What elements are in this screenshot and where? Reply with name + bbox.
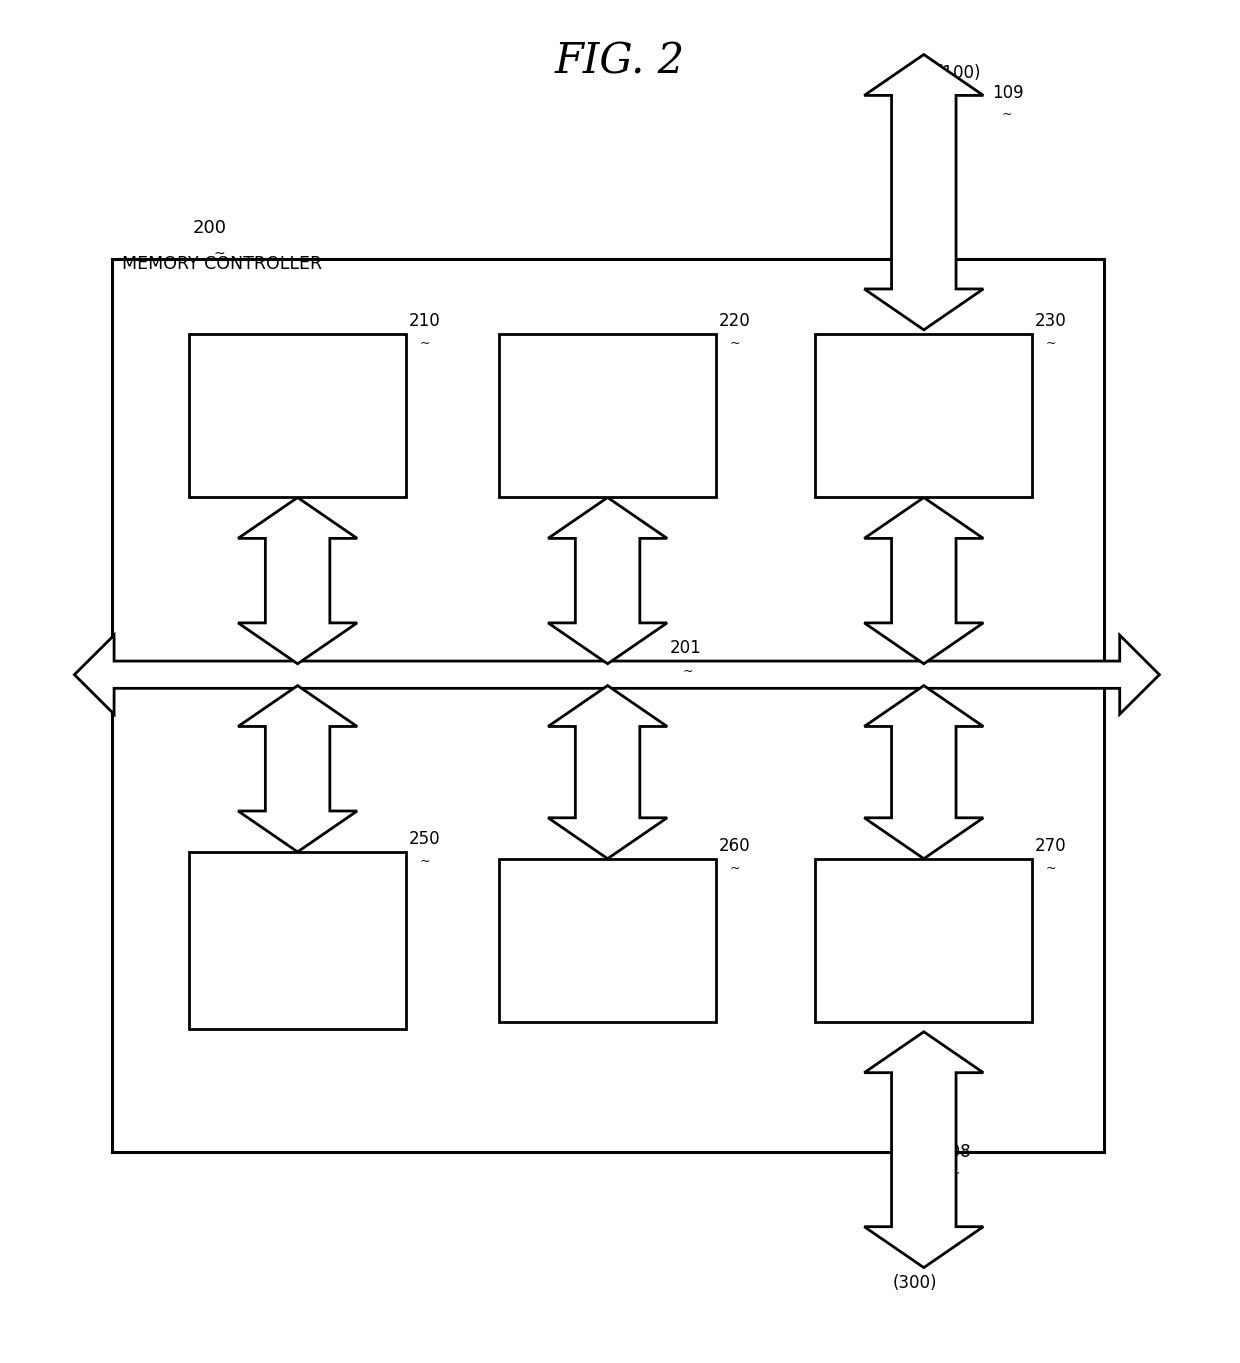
Text: ~: ~	[729, 861, 740, 875]
Polygon shape	[864, 686, 983, 859]
Text: 260: 260	[719, 837, 750, 855]
Text: 208: 208	[940, 1144, 972, 1161]
Polygon shape	[238, 686, 357, 852]
Text: MEMORY CONTROLLER: MEMORY CONTROLLER	[122, 255, 321, 273]
Text: (300): (300)	[893, 1274, 937, 1292]
Text: ~: ~	[419, 337, 430, 350]
Text: ~: ~	[213, 247, 226, 260]
Text: 230: 230	[1034, 312, 1066, 330]
Text: ~: ~	[1002, 108, 1012, 121]
Text: RAM: RAM	[589, 406, 626, 425]
Text: 220: 220	[719, 312, 750, 330]
Text: 200: 200	[192, 219, 226, 237]
Text: 109: 109	[992, 85, 1024, 102]
Text: ~: ~	[729, 337, 740, 350]
Text: ~: ~	[1045, 337, 1056, 350]
Text: HOST
INTERFACE: HOST INTERFACE	[877, 397, 971, 435]
Text: 210: 210	[409, 312, 440, 330]
Polygon shape	[864, 1032, 983, 1268]
Text: ~: ~	[1045, 861, 1056, 875]
Text: 250: 250	[409, 830, 440, 848]
Bar	[816, 859, 1032, 1022]
Bar	[188, 334, 407, 497]
Polygon shape	[864, 497, 983, 664]
Polygon shape	[548, 686, 667, 859]
Polygon shape	[548, 497, 667, 664]
Text: (100): (100)	[936, 64, 981, 82]
Text: FIG. 2: FIG. 2	[556, 41, 684, 82]
Polygon shape	[238, 497, 357, 664]
Text: 270: 270	[1034, 837, 1066, 855]
Text: ~: ~	[683, 664, 693, 677]
Polygon shape	[74, 635, 1159, 714]
Bar	[498, 859, 715, 1022]
Bar	[112, 259, 1104, 1152]
Bar	[816, 334, 1032, 497]
Text: ROM: ROM	[587, 931, 629, 950]
Text: PROCESSOR: PROCESSOR	[244, 406, 351, 425]
Bar	[498, 334, 715, 497]
Text: ~: ~	[950, 1167, 960, 1180]
Text: MEMORY
INTERFACE: MEMORY INTERFACE	[877, 921, 971, 960]
Text: 201: 201	[670, 639, 702, 657]
Text: ECC
PROCESSING
UNIT: ECC PROCESSING UNIT	[241, 910, 355, 970]
Bar	[188, 852, 407, 1029]
Polygon shape	[864, 55, 983, 330]
Text: ~: ~	[419, 855, 430, 868]
